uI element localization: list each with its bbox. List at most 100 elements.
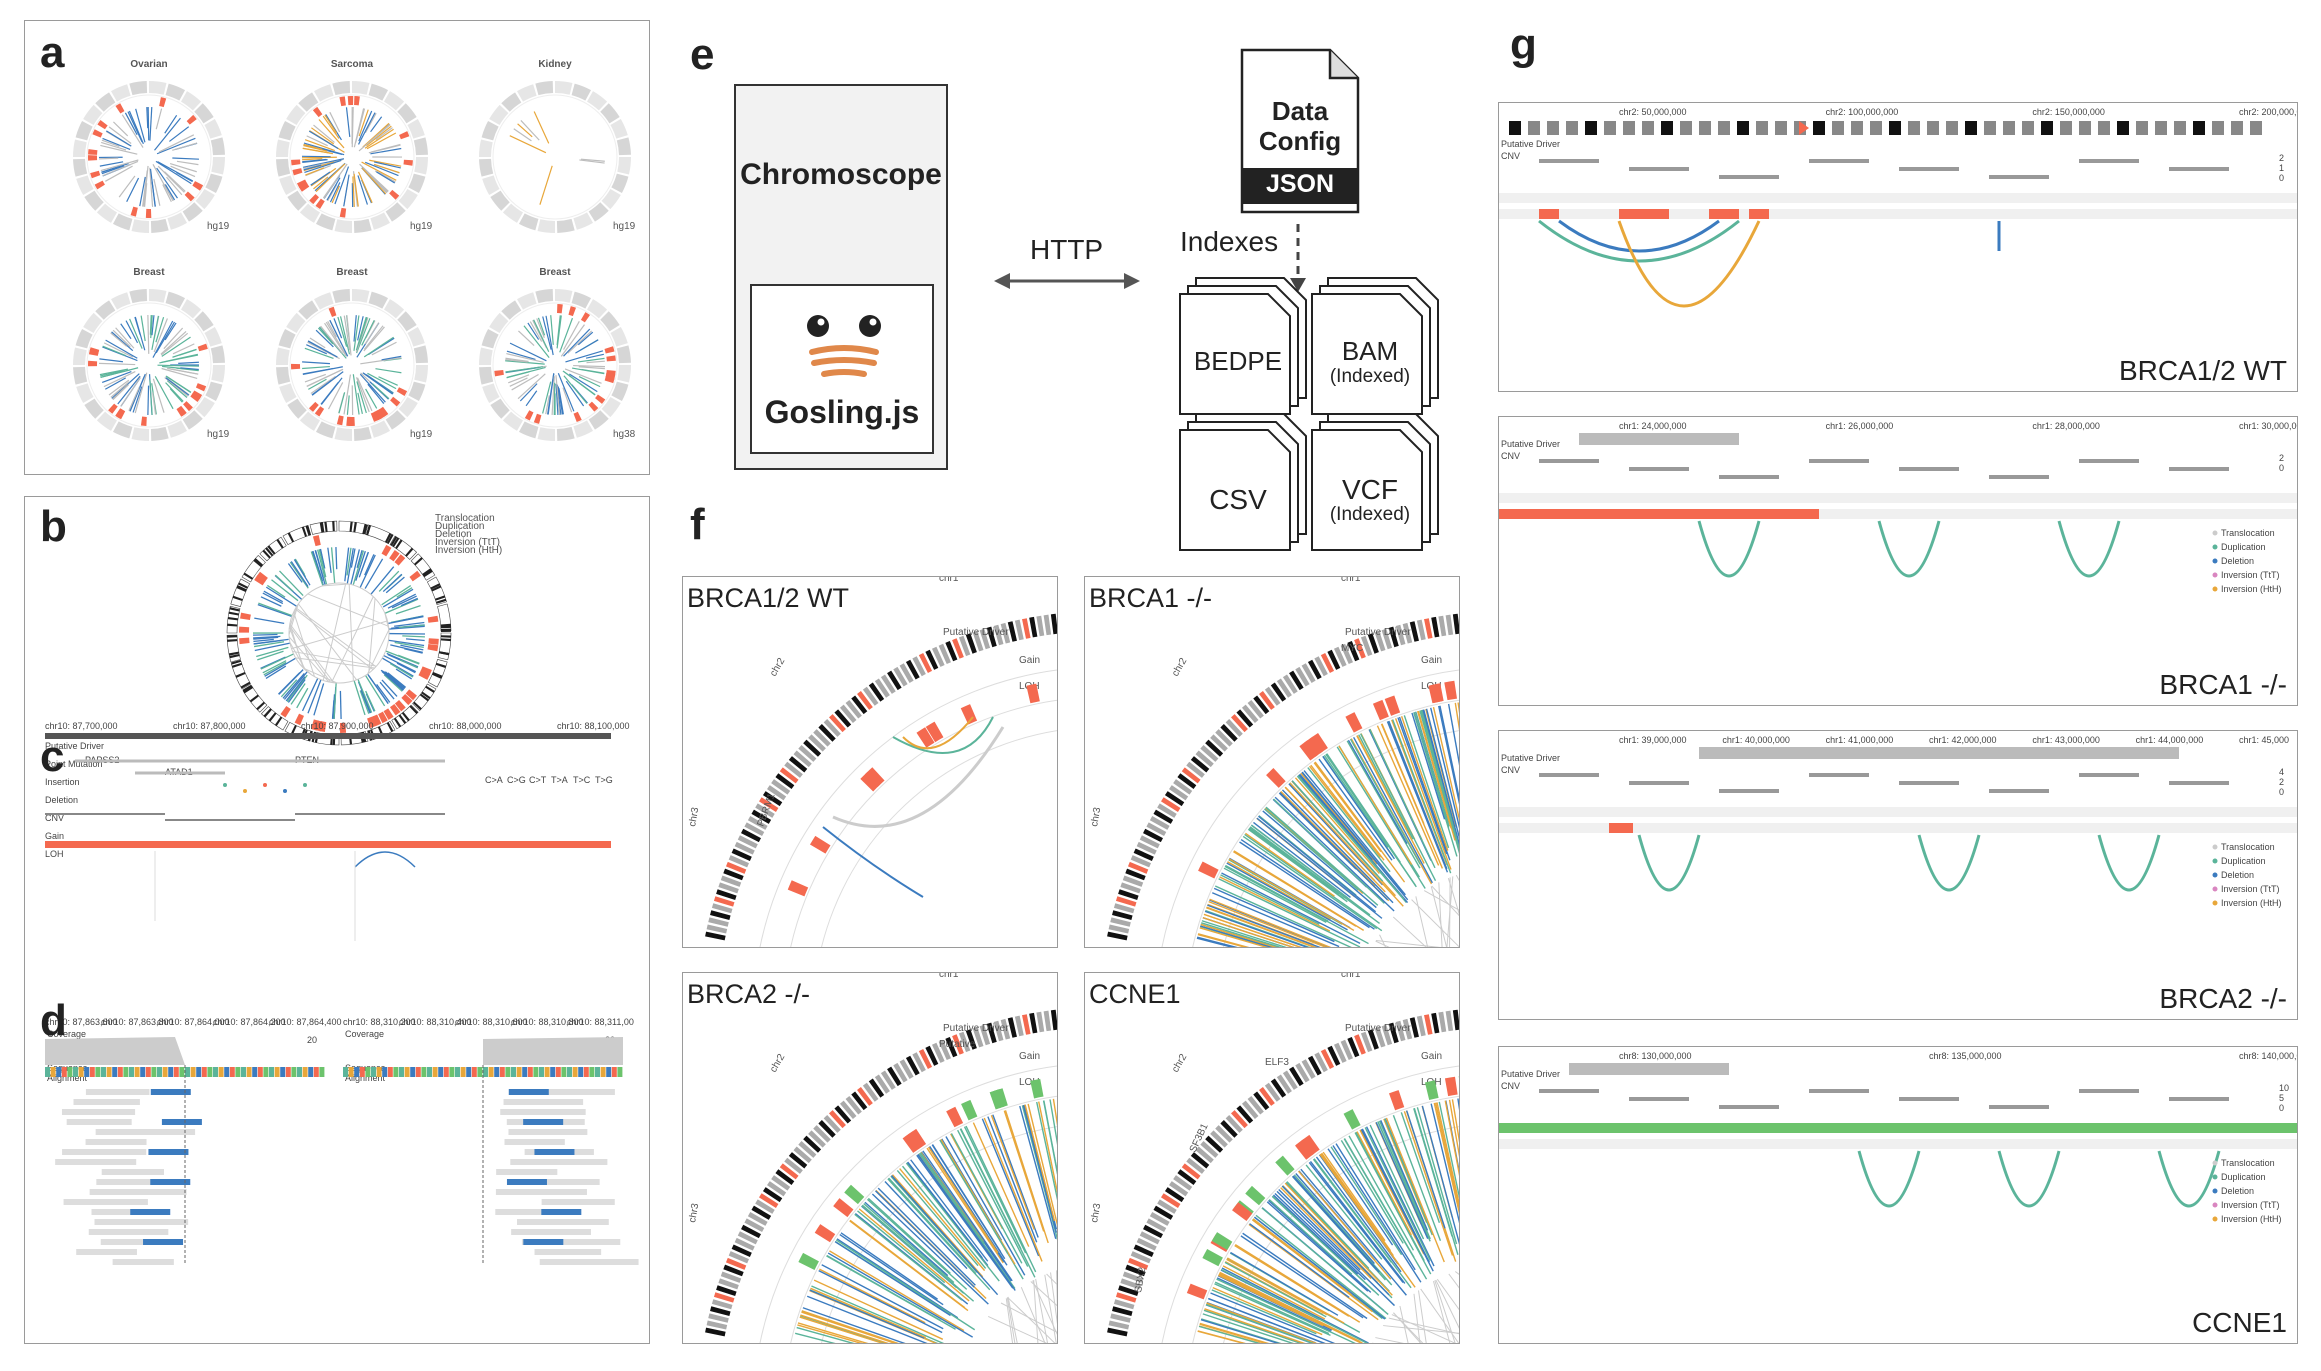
chr-label: chr3 bbox=[687, 1202, 701, 1223]
ideogram-segment bbox=[194, 311, 214, 332]
ideogram-band bbox=[1108, 924, 1130, 934]
sv-mark bbox=[1279, 791, 1388, 901]
sv-mark bbox=[266, 584, 286, 598]
read bbox=[511, 1229, 591, 1235]
ideogram-band bbox=[1445, 1010, 1454, 1032]
track-label: CNV bbox=[1501, 765, 1520, 775]
ideogram-segment bbox=[482, 175, 500, 195]
sequence-base bbox=[533, 1067, 539, 1077]
ideogram-band bbox=[1360, 635, 1373, 657]
ideogram-band bbox=[723, 868, 744, 881]
cnv-mark bbox=[428, 638, 439, 645]
sv-mark bbox=[366, 125, 392, 147]
ideogram-band bbox=[1276, 678, 1292, 698]
sv-mark bbox=[1293, 1174, 1393, 1286]
sv-mark bbox=[143, 165, 149, 207]
band bbox=[238, 582, 249, 589]
cnv-mark bbox=[309, 194, 320, 205]
ideogram-band bbox=[1381, 1024, 1393, 1046]
ideogram-band bbox=[808, 1130, 826, 1148]
sv-mark bbox=[910, 1159, 989, 1262]
sv-mark bbox=[152, 378, 165, 413]
cnv-mark bbox=[390, 396, 401, 407]
ideogram-band bbox=[725, 1257, 747, 1270]
read bbox=[517, 1219, 609, 1225]
ideogram-band bbox=[931, 646, 945, 667]
sv-mark bbox=[381, 355, 402, 361]
band bbox=[362, 523, 367, 535]
ideogram-band bbox=[1340, 1039, 1353, 1061]
sv-mark bbox=[258, 602, 294, 617]
cnv-mark bbox=[354, 96, 360, 106]
sv-mark bbox=[1202, 917, 1295, 947]
sequence-base bbox=[438, 1067, 444, 1077]
sv-mark bbox=[1439, 705, 1459, 801]
band bbox=[229, 653, 240, 659]
sv-arc bbox=[832, 726, 1005, 828]
discordant-read bbox=[150, 1089, 191, 1095]
sv-mark bbox=[353, 315, 357, 342]
cnv-segment bbox=[1989, 789, 2049, 793]
sv-legend-item: Duplication bbox=[2221, 542, 2266, 552]
ideogram-band bbox=[1282, 1070, 1298, 1090]
sv-mark bbox=[308, 378, 327, 390]
sv-mark bbox=[290, 561, 309, 587]
loh-segment bbox=[1609, 823, 1633, 833]
sv-mark bbox=[322, 115, 340, 139]
sv-mark bbox=[1202, 1313, 1294, 1343]
ideogram-band bbox=[1927, 121, 1939, 135]
legend-dot bbox=[2212, 886, 2218, 892]
cnv-segment bbox=[1629, 1097, 1689, 1101]
cnv-mark bbox=[1198, 861, 1219, 879]
assembly-label: hg19 bbox=[613, 221, 636, 232]
sv-mark bbox=[875, 1190, 975, 1288]
sv-legend-item: Translocation bbox=[2221, 1158, 2275, 1168]
sv-mark bbox=[361, 167, 387, 195]
ideogram-band bbox=[803, 739, 822, 757]
ideogram-band bbox=[1452, 1009, 1459, 1031]
sv-mark bbox=[400, 597, 418, 607]
ideogram-segment bbox=[131, 219, 149, 233]
circos-title: Ovarian bbox=[130, 59, 167, 70]
ideogram-band bbox=[839, 1100, 857, 1119]
ideogram-band bbox=[1125, 868, 1146, 881]
ideogram-band bbox=[1301, 663, 1316, 683]
ideogram-band bbox=[931, 1042, 945, 1063]
sequence-base bbox=[572, 1067, 578, 1077]
sv-mark bbox=[1356, 1131, 1412, 1236]
band bbox=[413, 701, 422, 711]
ideogram-band bbox=[1149, 815, 1170, 830]
sv-mark bbox=[1416, 711, 1452, 829]
ring-label: Putative Driver bbox=[1345, 627, 1411, 638]
sv-mark bbox=[1222, 1265, 1326, 1320]
sequence-base bbox=[550, 1067, 556, 1077]
cnv-mark bbox=[529, 204, 538, 215]
chr-label: chr1 bbox=[1341, 973, 1361, 980]
ideogram-band bbox=[893, 1062, 908, 1083]
ideogram-band bbox=[1043, 1010, 1052, 1032]
ideogram-band bbox=[1133, 848, 1154, 862]
ideogram-band bbox=[813, 729, 831, 747]
panel-f-view-1-title: BRCA1/2 WT bbox=[687, 583, 850, 613]
sv-mark bbox=[310, 551, 325, 588]
cnv-mark bbox=[588, 401, 599, 412]
cnv-mark bbox=[336, 415, 344, 426]
ideogram-segment bbox=[75, 328, 93, 349]
ideogram-band bbox=[925, 649, 939, 670]
coverage-area bbox=[483, 1037, 623, 1065]
band bbox=[440, 638, 451, 642]
band bbox=[256, 701, 266, 711]
sv-mark bbox=[303, 164, 322, 171]
sv-mark bbox=[346, 547, 352, 576]
sv-mark bbox=[99, 157, 119, 160]
band bbox=[236, 585, 247, 592]
sv-mark bbox=[1281, 789, 1394, 904]
sv-mark bbox=[580, 158, 605, 162]
sv-mark bbox=[332, 694, 336, 719]
read bbox=[533, 1089, 615, 1095]
sv-mark bbox=[1212, 1286, 1323, 1336]
sv-mark bbox=[1347, 739, 1408, 845]
chr-label: chr3 bbox=[1089, 1202, 1103, 1223]
tick-label: chr8: 135,000,000 bbox=[1929, 1051, 2002, 1061]
